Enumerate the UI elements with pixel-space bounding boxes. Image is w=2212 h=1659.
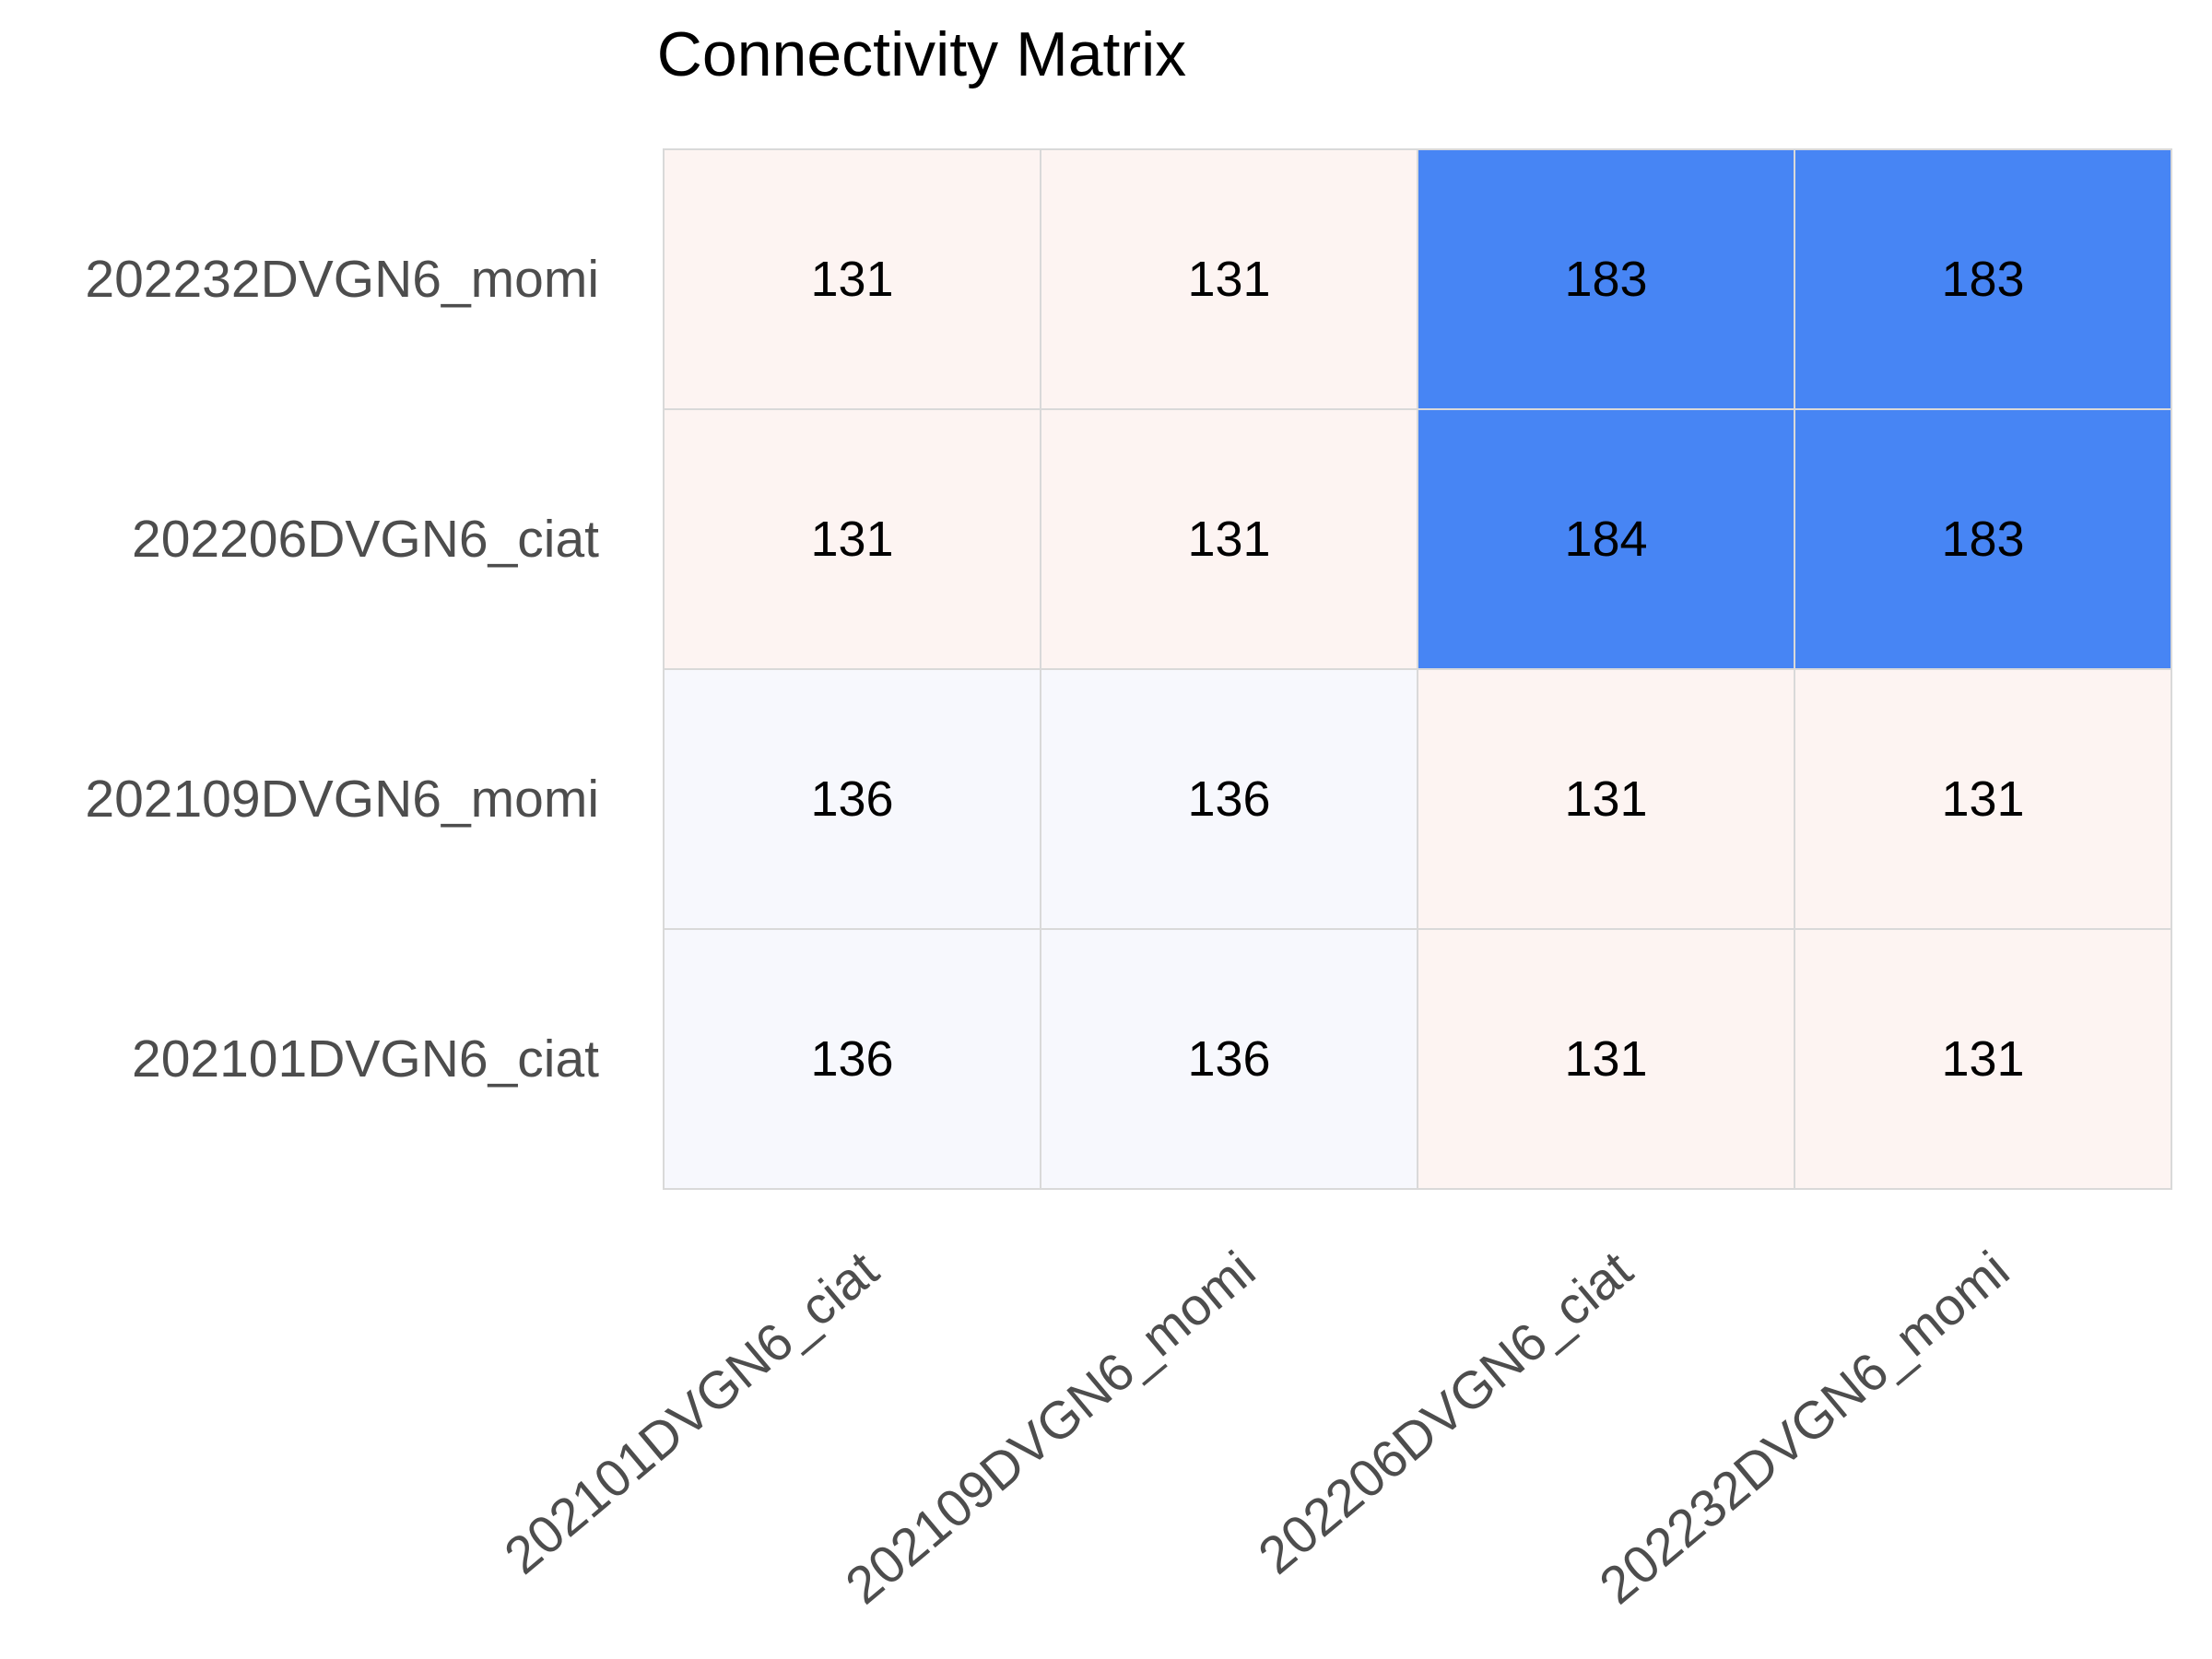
y-tick-label: 202232DVGN6_momi: [85, 250, 599, 309]
heatmap-cell: [1794, 408, 2172, 670]
heatmap-cell: [1794, 668, 2172, 930]
heatmap-cell: [663, 148, 1041, 410]
cell-value-label: 131: [1564, 1031, 1647, 1087]
heatmap-cell: [663, 408, 1041, 670]
cell-value-label: 183: [1941, 512, 2024, 567]
heatmap-cell: [1417, 408, 1795, 670]
cell-value-label: 131: [810, 512, 893, 567]
x-tick-label: 202101DVGN6_ciat: [494, 1240, 890, 1585]
cell-value-label: 131: [1941, 771, 2024, 827]
heatmap-cell: [1040, 148, 1418, 410]
y-tick-label: 202206DVGN6_ciat: [132, 510, 599, 569]
heatmap-cells: [663, 148, 2172, 1190]
cell-value-label: 136: [1187, 771, 1270, 827]
heatmap-cell: [1417, 928, 1795, 1190]
heatmap-cell: [1794, 148, 2172, 410]
cell-value-label: 131: [1187, 252, 1270, 307]
heatmap-cell: [663, 928, 1041, 1190]
heatmap-cell: [1040, 408, 1418, 670]
y-tick-label: 202101DVGN6_ciat: [132, 1030, 599, 1088]
heatmap-cell: [1040, 928, 1418, 1190]
heatmap-cell-labels: 131 131 183 183 131 131 184 183 136 136 131 131 136 1…: [810, 252, 2024, 1087]
x-tick-label: 202232DVGN6_momi: [1589, 1240, 2020, 1615]
cell-value-label: 136: [810, 1031, 893, 1087]
x-tick-label: 202206DVGN6_ciat: [1248, 1240, 1644, 1585]
heatmap-cell: [1040, 668, 1418, 930]
cell-value-label: 131: [1564, 771, 1647, 827]
x-tick-label: 202109DVGN6_momi: [835, 1240, 1266, 1615]
heatmap-cell: [1794, 928, 2172, 1190]
y-axis-tick-labels: 202232DVGN6_momi 202206DVGN6_ciat 202109DV…: [85, 250, 599, 1088]
cell-value-label: 136: [1187, 1031, 1270, 1087]
x-axis-tick-labels: 202101DVGN6_ciat202109DVGN6_momi202206DV…: [494, 1240, 2021, 1616]
cell-value-label: 183: [1941, 252, 2024, 307]
chart-title: Connectivity Matrix: [657, 19, 1186, 89]
heatmap-cell: [1417, 148, 1795, 410]
cell-value-label: 184: [1564, 512, 1647, 567]
cell-value-label: 183: [1564, 252, 1647, 307]
cell-value-label: 131: [1187, 512, 1270, 567]
y-tick-label: 202109DVGN6_momi: [85, 770, 599, 829]
cell-value-label: 136: [810, 771, 893, 827]
cell-value-label: 131: [810, 252, 893, 307]
cell-value-label: 131: [1941, 1031, 2024, 1087]
